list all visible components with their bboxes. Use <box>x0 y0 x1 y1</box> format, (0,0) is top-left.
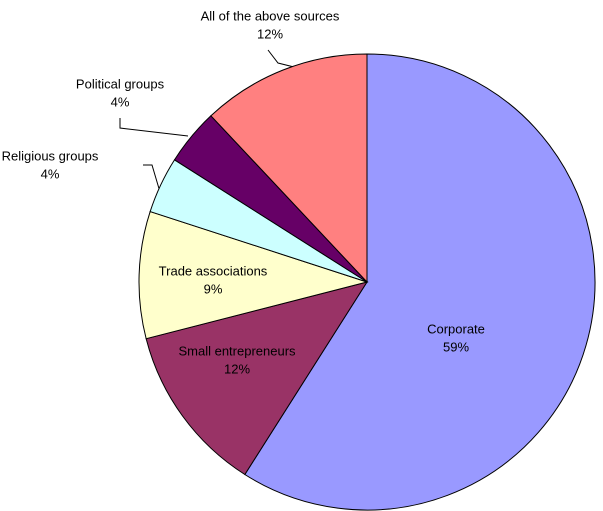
slice-label: All of the above sources <box>201 8 340 23</box>
slice-value-label: 4% <box>41 166 60 181</box>
slice-value-label: 4% <box>111 94 130 109</box>
slices <box>138 53 596 511</box>
slice-label: Trade associations <box>159 263 268 278</box>
slice-label: Small entrepreneurs <box>178 343 296 358</box>
slice-label: Political groups <box>76 76 165 91</box>
slice-label: Corporate <box>427 321 485 336</box>
pie-slice <box>145 281 369 476</box>
pie-slice <box>210 53 368 284</box>
slice-value-label: 12% <box>257 26 283 41</box>
leader-lines <box>119 49 299 193</box>
leader-line <box>119 118 189 137</box>
slice-value-label: 12% <box>224 361 250 376</box>
leader-line <box>267 49 299 69</box>
slice-value-label: 9% <box>204 281 223 296</box>
leader-line <box>143 164 161 193</box>
slice-label: Religious groups <box>2 148 99 163</box>
slice-value-label: 59% <box>443 339 469 354</box>
pie-slice <box>244 53 596 511</box>
pie-slice <box>138 210 369 340</box>
